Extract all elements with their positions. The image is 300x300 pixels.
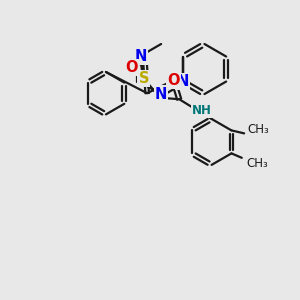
Text: N: N [155,87,167,102]
Text: S: S [139,71,149,86]
Text: N: N [177,74,189,89]
Text: CH₃: CH₃ [248,123,269,136]
Text: N: N [135,49,147,64]
Text: O: O [167,73,180,88]
Text: O: O [125,60,138,75]
Text: CH₃: CH₃ [246,157,268,170]
Text: NH: NH [192,104,212,118]
